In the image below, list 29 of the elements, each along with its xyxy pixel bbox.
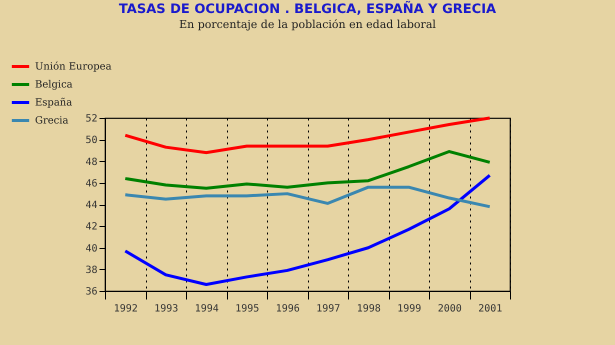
x-tick-label: 2000 xyxy=(438,304,462,314)
legend-label: Unión Europea xyxy=(35,62,112,72)
y-tick-label: 46 xyxy=(85,178,98,190)
x-tick-label: 1999 xyxy=(397,304,422,314)
line-series xyxy=(124,186,492,208)
line-series xyxy=(124,116,492,154)
y-tick-label: 44 xyxy=(85,200,98,211)
legend-label: Belgica xyxy=(35,80,73,90)
x-tick-label: 1994 xyxy=(194,304,219,314)
y-tick-label: 42 xyxy=(85,222,98,233)
x-tick-label: 1992 xyxy=(114,304,138,314)
y-tick-label: 48 xyxy=(85,156,98,168)
y-tick-label: 38 xyxy=(85,264,98,276)
y-tick-label: 50 xyxy=(85,135,98,146)
x-tick-label: 1993 xyxy=(154,304,178,314)
line-series xyxy=(124,150,492,190)
chart-title: TASAS DE OCUPACION . BELGICA, ESPAÑA Y GRECIA xyxy=(118,0,496,17)
x-tick-label: 1995 xyxy=(235,304,260,314)
x-tick-label: 1996 xyxy=(276,304,300,314)
x-tick-label: 1997 xyxy=(316,304,340,314)
y-tick-label: 36 xyxy=(85,286,98,298)
x-tick-label: 1998 xyxy=(356,304,381,314)
line-series xyxy=(124,174,492,286)
y-tick-label: 52 xyxy=(85,114,98,124)
y-tick-label: 40 xyxy=(85,243,98,254)
x-tick-label: 2001 xyxy=(478,304,502,314)
chart-subtitle: En porcentaje de la población en edad laboral xyxy=(179,18,436,31)
legend-label: Grecia xyxy=(35,116,68,126)
legend-label: España xyxy=(35,98,72,108)
